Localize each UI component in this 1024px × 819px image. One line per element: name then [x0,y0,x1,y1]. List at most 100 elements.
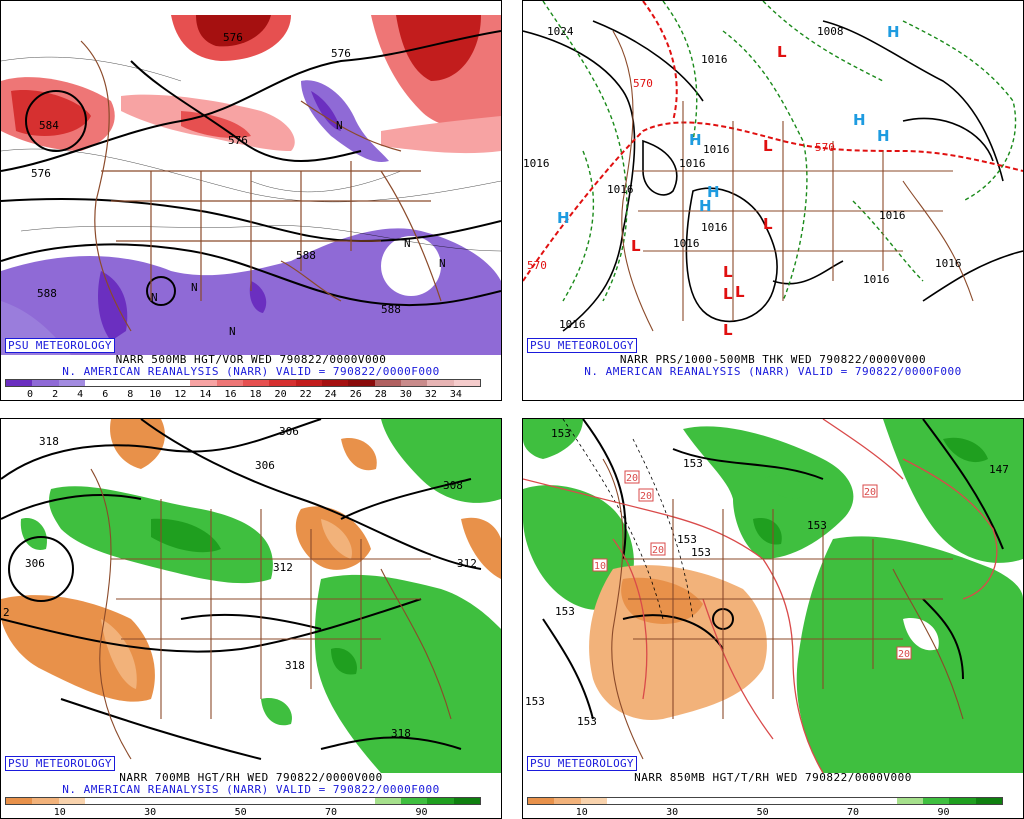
region-label: N [439,257,446,270]
high-pressure-marker: H [887,23,900,41]
isobar-label: 1016 [935,257,962,270]
colorbar-swatch [216,798,243,804]
colorbar-tick-label: 6 [102,389,109,400]
product-title: NARR PRS/1000-500MB THK WED 790822/0000V… [619,353,927,366]
high-pressure-marker: H [557,209,570,227]
colorbar-swatch [606,798,634,804]
contour-label: 584 [39,119,59,132]
temperature-label: 20 [640,491,652,502]
contour-label: 153 [677,533,697,546]
colorbar-swatch [163,798,191,804]
contour-label: 2 [3,606,10,619]
colorbar-ticks: 10 30 50 70 90 [527,807,1003,818]
contour-label: 588 [381,303,401,316]
temperature-label: 20 [652,545,664,556]
colorbar-swatch [427,380,454,386]
contour-label: 318 [285,659,305,672]
temperature-label: 10 [594,561,606,572]
contour-label: 153 [807,519,827,532]
colorbar-tick-label: 34 [449,389,462,400]
region-label: N [151,291,158,304]
high-pressure-marker: H [707,183,720,201]
high-pressure-marker: H [853,111,866,129]
contour-label: 588 [296,249,316,262]
isobar-label: 1016 [703,143,730,156]
colorbar-swatch [111,798,138,804]
low-pressure-marker: L [631,237,641,255]
region-label: N [336,119,343,132]
temperature-label: 20 [898,649,910,660]
colorbar-swatch [400,380,428,386]
product-title: NARR 850MB HGT/T/RH WED 790822/0000V000 [634,771,912,784]
colorbar-tick-label: 14 [199,389,212,400]
psu-meteorology-badge: PSU METEOROLOGY [527,756,637,771]
isobar-label: 1016 [701,221,728,234]
low-pressure-marker: L [723,263,733,281]
colorbar-tick-label: 50 [234,807,247,818]
colorbar-swatch [633,798,660,804]
low-pressure-marker: L [777,43,787,61]
contour-label: 153 [551,427,571,440]
colorbar-swatch [58,798,85,804]
colorbar-tick-label: 0 [27,389,34,400]
rh-700mb-map: 318 306 306 306 308 312 312 318 318 2 [1,419,501,773]
panel-surface-pressure-thickness: 1024 1008 1016 1016 1016 1016 1016 1016 … [522,0,1024,401]
colorbar-swatch [975,798,1002,804]
colorbar-tick-label: 70 [325,807,338,818]
colorbar-swatch [400,798,428,804]
valid-time-line: N. AMERICAN REANALYSIS (NARR) VALID = 79… [62,365,440,378]
contour-label: 306 [279,425,299,438]
colorbar-swatch [269,380,296,386]
valid-time-line: N. AMERICAN REANALYSIS (NARR) VALID = 79… [584,365,962,378]
colorbar-tick-label: 22 [299,389,312,400]
colorbar-tick-label: 16 [224,389,237,400]
contour-label: 147 [989,463,1009,476]
colorbar-tick-label: 70 [847,807,860,818]
high-pressure-marker: H [699,197,712,215]
contour-label: 576 [31,167,51,180]
low-pressure-marker: L [763,137,773,155]
colorbar-swatch [374,798,401,804]
colorbar-swatch [58,380,85,386]
colorbar-tick-label: 24 [324,389,337,400]
low-pressure-marker: L [723,285,733,303]
isobar-label: 1016 [607,183,634,196]
contour-label: 318 [39,435,59,448]
low-pressure-marker: L [735,283,745,301]
contour-label: 308 [443,479,463,492]
contour-label: 588 [37,287,57,300]
colorbar-tick-label: 10 [575,807,588,818]
colorbar-swatch [764,798,792,804]
colorbar-swatch [190,380,217,386]
colorbar-swatch [738,798,765,804]
colorbar-swatch [137,798,164,804]
colorbar-swatch [84,798,112,804]
colorbar-tick-label: 2 [52,389,59,400]
thickness-label: 570 [633,77,653,90]
colorbar-swatch [427,798,454,804]
isobar-label: 1016 [679,157,706,170]
colorbar-tick-label: 30 [666,807,679,818]
isobar-label: 1016 [559,318,586,331]
colorbar-tick-label: 32 [424,389,437,400]
temperature-label: 20 [626,473,638,484]
colorbar-swatch [870,798,897,804]
colorbar-swatch [791,798,818,804]
thickness-label: 570 [815,141,835,154]
isobar-label: 1016 [673,237,700,250]
region-label: N [229,325,236,338]
colorbar-swatch [949,798,976,804]
isobar-label: 1016 [523,157,550,170]
colorbar-swatch [712,798,739,804]
contour-label: 576 [331,47,351,60]
psu-meteorology-badge: PSU METEOROLOGY [527,338,637,353]
colorbar-swatch [321,380,349,386]
colorbar-tick-label: 18 [249,389,262,400]
psu-meteorology-badge: PSU METEOROLOGY [5,338,115,353]
colorbar-tick-label: 26 [349,389,362,400]
contour-label: 312 [273,561,293,574]
contour-label: 153 [525,695,545,708]
colorbar-swatch [111,380,138,386]
colorbar-swatch [528,798,555,804]
high-pressure-marker: H [689,131,702,149]
